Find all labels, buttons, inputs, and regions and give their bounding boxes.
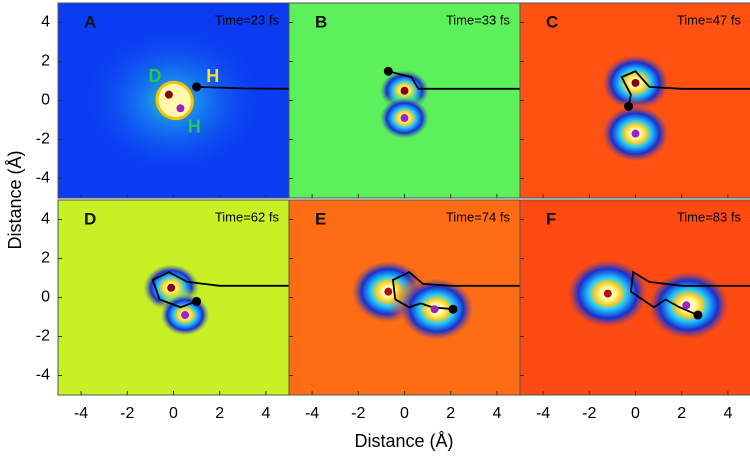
panel-label: E [315, 209, 326, 228]
panel-time: Time=62 fs [215, 209, 280, 224]
x-tick-label: 2 [446, 405, 455, 422]
density-map [372, 63, 520, 146]
y-tick-label: 4 [41, 211, 50, 228]
nucleus [631, 78, 640, 87]
x-tick-label: -4 [74, 405, 88, 422]
panel-time: Time=47 fs [677, 12, 742, 27]
nucleus [631, 129, 640, 138]
x-tick-label: 4 [261, 405, 270, 422]
y-tick-label: -2 [36, 328, 50, 345]
panel-label: A [84, 12, 96, 31]
trajectory [151, 271, 289, 309]
x-axis-title: Distance (Å) [354, 431, 453, 451]
trajectory [620, 70, 750, 107]
panel-label: B [315, 12, 327, 31]
panel-time: Time=83 fs [677, 209, 742, 224]
panel: E Time=74 fs -4 -2 0 2 4 [288, 199, 521, 422]
nucleus [176, 104, 185, 113]
atom-label: H [188, 117, 201, 137]
density-map [81, 22, 289, 179]
panel: A Time=23 fs D H H -4 -2 0 2 4 [36, 2, 290, 199]
y-tick-label: 0 [41, 92, 50, 109]
panel: B Time=33 fs [288, 2, 521, 199]
trajectory [388, 70, 520, 90]
y-axis-title: Distance (Å) [5, 150, 25, 249]
nucleus [682, 301, 691, 310]
y-tick-label: -4 [36, 367, 50, 384]
panel-label: C [546, 12, 558, 31]
y-tick-label: -2 [36, 131, 50, 148]
y-tick-label: -4 [36, 170, 50, 187]
density-map [591, 45, 750, 171]
nucleus [400, 86, 409, 95]
x-tick-label: 4 [723, 405, 732, 422]
nucleus [603, 289, 612, 298]
trajectory-head [192, 82, 202, 92]
trajectory-head [448, 304, 458, 314]
trajectory [391, 271, 520, 311]
x-tick-label: -2 [120, 405, 134, 422]
density-map [554, 248, 750, 351]
trajectory-head [383, 66, 393, 76]
y-tick-label: 2 [41, 53, 50, 70]
panel-label: F [546, 209, 556, 228]
density-map [339, 250, 520, 351]
panel: D Time=62 fs -4 -2 0 2 4 -4 -2 0 2 4 [36, 199, 290, 422]
y-tick-label: 4 [41, 14, 50, 31]
panel-time: Time=74 fs [446, 209, 511, 224]
panel-time: Time=23 fs [215, 12, 280, 27]
trajectory-head [192, 296, 202, 306]
atom-label: D [149, 66, 162, 86]
trajectory-head [624, 101, 634, 111]
nucleus [400, 114, 409, 123]
y-tick-label: 0 [41, 289, 50, 306]
nucleus [167, 283, 176, 292]
density-map [134, 256, 289, 343]
trajectory [196, 85, 289, 90]
nucleus [164, 90, 173, 99]
y-tick-label: 2 [41, 250, 50, 267]
x-tick-label: -4 [305, 405, 319, 422]
nucleus [384, 287, 393, 296]
x-tick-label: -2 [582, 405, 596, 422]
x-tick-label: -4 [536, 405, 550, 422]
panel-time: Time=33 fs [446, 12, 511, 27]
panel-label: D [84, 209, 96, 228]
nucleus [181, 311, 190, 320]
nucleus [430, 305, 439, 314]
x-tick-label: 0 [169, 405, 178, 422]
x-tick-label: -2 [351, 405, 365, 422]
x-tick-label: 0 [631, 405, 640, 422]
x-tick-label: 2 [215, 405, 224, 422]
trajectory-head [693, 310, 703, 320]
atom-label: H [206, 66, 219, 86]
x-tick-label: 4 [492, 405, 501, 422]
panel: C Time=47 fs [519, 2, 750, 199]
trajectory [629, 270, 750, 316]
panel: F Time=83 fs -4 -2 0 2 4 [519, 199, 750, 422]
x-tick-label: 2 [677, 405, 686, 422]
x-tick-label: 0 [400, 405, 409, 422]
